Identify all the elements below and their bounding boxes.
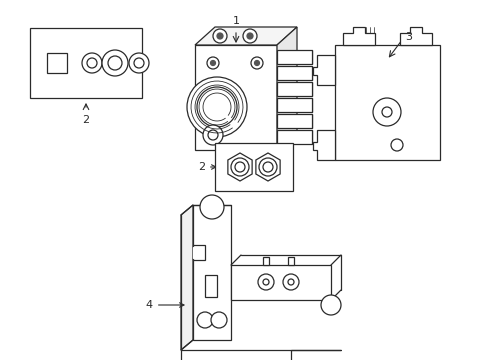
Text: 2: 2 [198, 162, 216, 172]
Polygon shape [181, 350, 340, 360]
Circle shape [258, 274, 273, 290]
Text: 3: 3 [404, 32, 411, 42]
Bar [204, 275, 217, 297]
Circle shape [372, 98, 400, 126]
Circle shape [320, 295, 340, 315]
Circle shape [197, 87, 237, 127]
Polygon shape [47, 53, 67, 73]
Circle shape [102, 50, 128, 76]
Polygon shape [312, 55, 334, 85]
Circle shape [250, 57, 263, 69]
Circle shape [210, 60, 215, 66]
Circle shape [203, 125, 223, 145]
Circle shape [206, 57, 219, 69]
Bar [215, 143, 292, 191]
Circle shape [243, 29, 257, 43]
Polygon shape [276, 82, 311, 96]
Circle shape [259, 158, 276, 176]
Circle shape [108, 56, 122, 70]
Bar [263, 257, 268, 265]
Circle shape [263, 162, 272, 172]
Bar [30, 28, 142, 98]
Circle shape [254, 60, 259, 66]
Circle shape [246, 33, 252, 39]
Circle shape [82, 53, 102, 73]
Circle shape [381, 107, 391, 117]
Circle shape [210, 312, 226, 328]
Polygon shape [342, 27, 374, 45]
Polygon shape [227, 153, 252, 181]
Polygon shape [276, 114, 311, 128]
Polygon shape [312, 130, 334, 160]
Circle shape [287, 279, 293, 285]
Polygon shape [255, 153, 280, 181]
Polygon shape [276, 27, 296, 150]
Circle shape [207, 130, 218, 140]
Circle shape [230, 158, 248, 176]
Bar [230, 265, 330, 300]
Polygon shape [193, 247, 203, 258]
Circle shape [87, 58, 97, 68]
Polygon shape [276, 66, 311, 80]
Polygon shape [399, 27, 431, 45]
Bar [334, 45, 439, 160]
Circle shape [390, 139, 402, 151]
Circle shape [263, 279, 268, 285]
Circle shape [283, 274, 298, 290]
Polygon shape [181, 205, 193, 350]
Polygon shape [195, 27, 296, 45]
Circle shape [200, 195, 224, 219]
Circle shape [197, 312, 213, 328]
Circle shape [235, 162, 244, 172]
Text: 1: 1 [232, 16, 239, 26]
Bar [193, 205, 230, 340]
Circle shape [217, 33, 223, 39]
Polygon shape [276, 130, 311, 144]
Circle shape [134, 58, 143, 68]
Text: 4: 4 [145, 300, 183, 310]
Polygon shape [276, 98, 311, 112]
Circle shape [213, 29, 226, 43]
Circle shape [129, 53, 149, 73]
Circle shape [186, 77, 246, 137]
Bar [195, 45, 276, 150]
Polygon shape [276, 50, 311, 64]
Bar [287, 257, 293, 265]
Polygon shape [193, 245, 204, 260]
Text: 2: 2 [82, 115, 89, 125]
